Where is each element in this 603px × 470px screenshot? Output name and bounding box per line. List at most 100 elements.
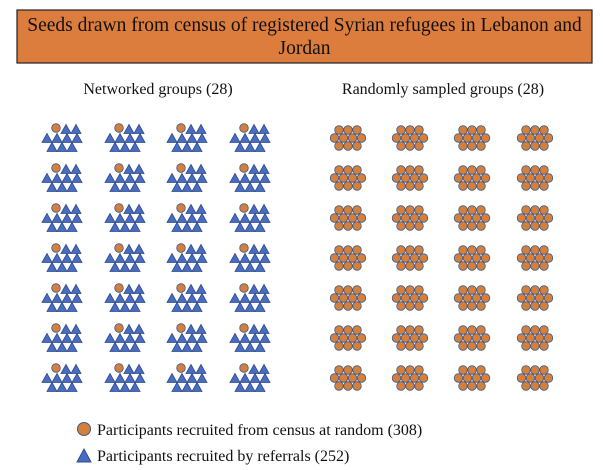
circle <box>400 373 411 383</box>
triangle <box>46 341 58 352</box>
circle <box>352 261 362 271</box>
circle <box>414 125 424 135</box>
triangle <box>46 381 58 392</box>
circle <box>521 125 531 135</box>
icons <box>41 123 554 392</box>
triangle <box>249 332 261 343</box>
circle <box>352 165 362 175</box>
triangle <box>171 181 183 192</box>
circle <box>476 245 486 255</box>
circle <box>347 213 358 223</box>
triangle <box>56 141 68 152</box>
circle <box>539 205 549 215</box>
circle <box>458 285 468 295</box>
circle <box>343 165 353 175</box>
circle <box>400 213 411 223</box>
circle <box>352 141 362 151</box>
triangle <box>134 332 146 343</box>
triangle <box>259 212 271 223</box>
circle <box>338 293 349 303</box>
triangle <box>109 381 121 392</box>
circle <box>476 141 486 151</box>
circle <box>176 123 186 133</box>
circle <box>114 163 124 173</box>
triangle <box>186 332 198 343</box>
circle <box>530 285 540 295</box>
triangle <box>41 172 53 183</box>
circle <box>114 363 124 373</box>
circle <box>347 293 358 303</box>
circle <box>356 333 367 343</box>
triangle <box>60 363 72 374</box>
circle <box>391 333 402 343</box>
circle <box>467 221 477 231</box>
triangle <box>176 332 188 343</box>
triangle <box>51 292 63 303</box>
triangle <box>191 341 203 352</box>
circle <box>338 373 349 383</box>
triangle <box>181 301 193 312</box>
circle <box>534 213 545 223</box>
triangle <box>254 341 266 352</box>
triangle <box>123 323 135 334</box>
circle <box>476 341 486 351</box>
triangle <box>259 332 271 343</box>
circle <box>239 323 249 333</box>
circle <box>114 243 124 253</box>
circle <box>534 293 545 303</box>
circle <box>396 381 406 391</box>
circle <box>516 293 527 303</box>
circle <box>458 165 468 175</box>
triangle <box>244 301 256 312</box>
triangle <box>181 381 193 392</box>
circle <box>530 365 540 375</box>
triangle <box>258 243 270 254</box>
triangle <box>186 252 198 263</box>
circle <box>471 293 482 303</box>
panel-label: Randomly sampled groups (28) <box>342 81 544 98</box>
triangle <box>114 292 126 303</box>
triangle <box>254 221 266 232</box>
circle <box>476 261 486 271</box>
circle <box>334 381 344 391</box>
circle <box>458 341 468 351</box>
triangle <box>166 332 178 343</box>
circle <box>543 253 554 263</box>
triangle <box>71 132 83 143</box>
circle <box>539 165 549 175</box>
circle <box>521 141 531 151</box>
circle <box>525 293 536 303</box>
triangle <box>176 372 188 383</box>
triangle <box>191 261 203 272</box>
circle <box>396 181 406 191</box>
circle <box>476 285 486 295</box>
circle <box>480 133 491 143</box>
circle <box>338 133 349 143</box>
circle <box>516 173 527 183</box>
triangle <box>114 372 126 383</box>
circle <box>343 245 353 255</box>
circle <box>409 253 420 263</box>
circle <box>51 363 61 373</box>
triangle <box>191 381 203 392</box>
triangle <box>133 283 145 294</box>
triangle <box>70 163 82 174</box>
triangle <box>119 221 131 232</box>
triangle <box>134 172 146 183</box>
triangle <box>229 212 241 223</box>
circle <box>347 173 358 183</box>
triangle <box>248 163 260 174</box>
triangle <box>109 341 121 352</box>
circle <box>414 365 424 375</box>
circle <box>521 325 531 335</box>
triangle <box>60 203 72 214</box>
triangle <box>229 252 241 263</box>
circle <box>414 325 424 335</box>
circle <box>396 125 406 135</box>
triangle <box>185 123 197 134</box>
circle <box>352 205 362 215</box>
circle <box>391 373 402 383</box>
circle <box>51 323 61 333</box>
triangle <box>196 132 208 143</box>
